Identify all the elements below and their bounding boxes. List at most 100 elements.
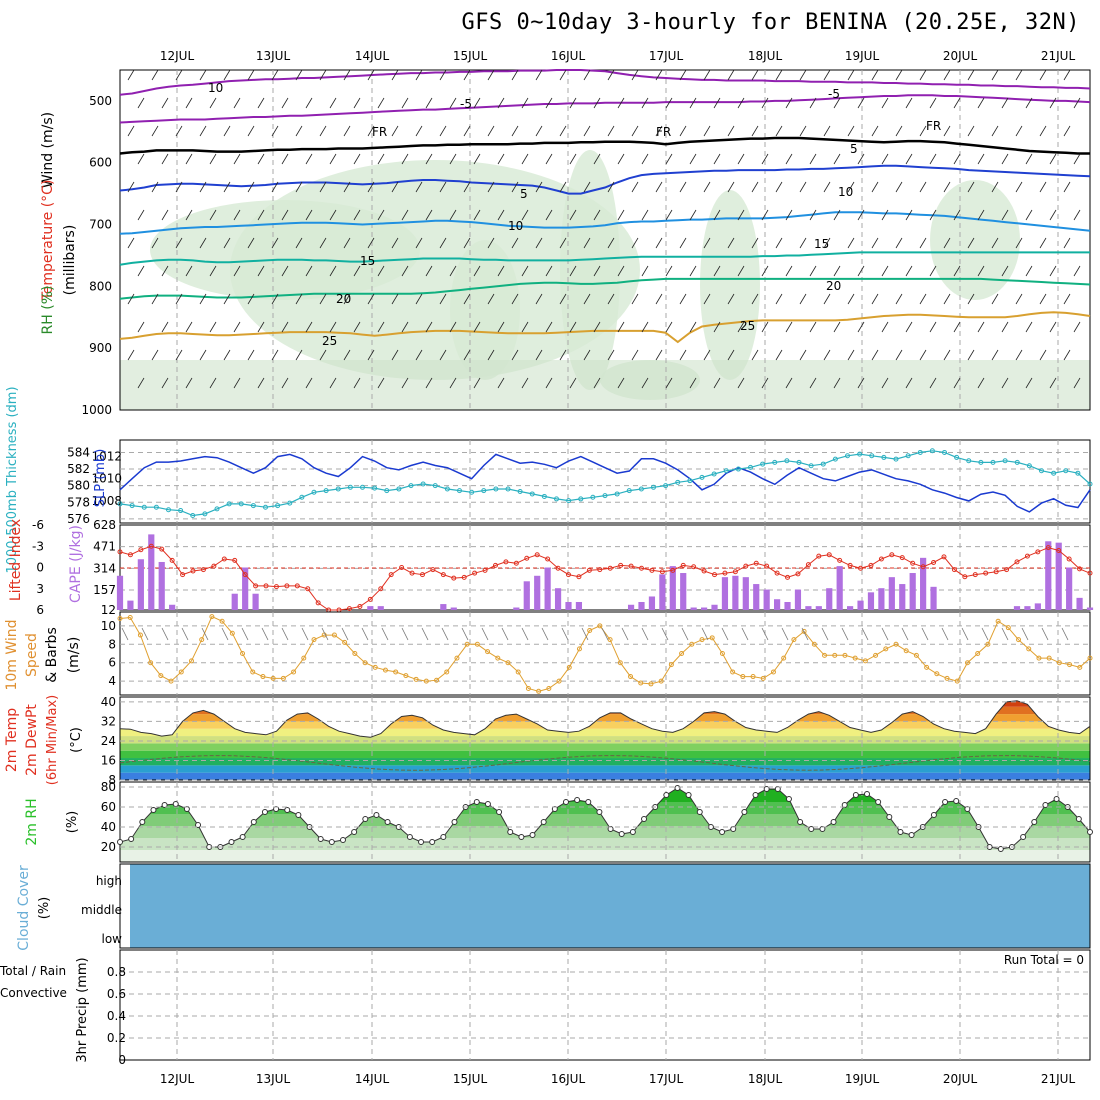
wind10-barb: [901, 627, 909, 641]
wind-barb: [377, 209, 385, 221]
wind10-barb: [261, 627, 269, 641]
wind-barb: [583, 293, 591, 305]
wind-barb: [953, 209, 961, 221]
thickness-point: [396, 486, 402, 492]
rh-point: [641, 816, 648, 822]
wind-barb: [535, 181, 543, 193]
thickness-point: [638, 486, 644, 492]
rh-point: [440, 834, 447, 840]
li-tick: 3: [36, 582, 44, 596]
wind-barb: [247, 349, 255, 361]
rh-point: [864, 791, 871, 797]
wind-barb: [809, 321, 817, 333]
wind-barb: [137, 321, 145, 333]
wind-barb: [329, 97, 337, 109]
cape-bar: [857, 600, 864, 610]
wind-barb: [881, 153, 889, 165]
rh-point: [930, 812, 937, 818]
pressure-tick: 1000: [81, 403, 112, 417]
wind-barb: [785, 377, 793, 389]
rh-point: [139, 819, 146, 825]
thickness-point: [663, 483, 669, 489]
wind10-point: [393, 669, 399, 675]
wind-barb: [1049, 377, 1057, 389]
wind10-point: [454, 655, 460, 661]
wind10-point: [423, 678, 429, 684]
wind10-barb: [441, 627, 449, 641]
cape-bar: [1076, 597, 1083, 610]
cape-bar: [450, 607, 457, 610]
wind-barb: [401, 153, 409, 165]
wind-barb: [1001, 209, 1009, 221]
wind10-point: [934, 671, 940, 677]
wind-barb: [329, 153, 337, 165]
wind-barb: [991, 181, 999, 193]
thickness-point: [287, 500, 293, 506]
wind-barb: [257, 265, 265, 277]
wind-barb: [487, 69, 495, 81]
wind-barb: [281, 153, 289, 165]
rh-point: [429, 839, 436, 845]
wind-barb: [223, 293, 231, 305]
thickness-point: [481, 488, 487, 494]
wind-barb: [737, 153, 745, 165]
wind-barb: [775, 125, 783, 137]
wind-barb: [617, 265, 625, 277]
wind-barb: [895, 125, 903, 137]
temp-tick: 40: [101, 695, 116, 709]
cape-bar: [544, 567, 551, 610]
wind-barb: [919, 125, 927, 137]
wind10-point: [280, 675, 286, 681]
wind-barb: [1063, 293, 1071, 305]
wind-barb: [1015, 349, 1023, 361]
wind-barb: [545, 321, 553, 333]
wind10-axis-label: Speed: [24, 633, 40, 677]
temp-line: [119, 700, 1091, 738]
isotherm-10: [119, 211, 1091, 235]
wind-barb: [175, 237, 183, 249]
wind-barb: [977, 377, 985, 389]
wind-barb: [991, 125, 999, 137]
wind-barb: [641, 265, 649, 277]
cape-bar: [638, 601, 645, 610]
temp-band: [120, 728, 1090, 737]
wind-barb: [185, 153, 193, 165]
wind-barb: [823, 181, 831, 193]
wind-barb: [1015, 69, 1023, 81]
wind10-point: [474, 641, 480, 647]
wind10-barb: [361, 627, 369, 641]
rh-point: [752, 792, 759, 798]
contour-label: 25: [740, 319, 755, 333]
wind-barb: [1025, 153, 1033, 165]
wind-barb: [871, 349, 879, 361]
rh-point: [1042, 802, 1049, 808]
wind-barb: [943, 349, 951, 361]
wind-barb: [1039, 69, 1047, 81]
thickness-point: [1087, 481, 1093, 487]
cape-tick: 12: [101, 603, 116, 617]
rh-line: [119, 787, 1091, 850]
li-point: [482, 567, 488, 573]
temp-tick: 24: [101, 734, 116, 748]
wind-barb: [449, 97, 457, 109]
wind-barb: [233, 153, 241, 165]
cape-bar: [534, 575, 541, 610]
rh-point: [418, 839, 425, 845]
wind-barb: [257, 153, 265, 165]
thickness-point: [178, 508, 184, 514]
cape-bar: [523, 581, 530, 610]
wind-barb: [545, 153, 553, 165]
wind-barb: [617, 321, 625, 333]
wind-barb: [521, 377, 529, 389]
wind10-line: [119, 615, 1091, 692]
wind-barb: [871, 237, 879, 249]
bottom-date-label: 21JUL: [1041, 1072, 1076, 1086]
wind10-axis-label: (m/s): [66, 637, 82, 674]
wind10-barb: [501, 627, 509, 641]
wind10-barb: [781, 627, 789, 641]
wind-barb: [953, 321, 961, 333]
rh-point: [128, 836, 135, 842]
thickness-point: [541, 493, 547, 499]
cape-bar: [127, 600, 134, 610]
wind-barb: [1049, 209, 1057, 221]
